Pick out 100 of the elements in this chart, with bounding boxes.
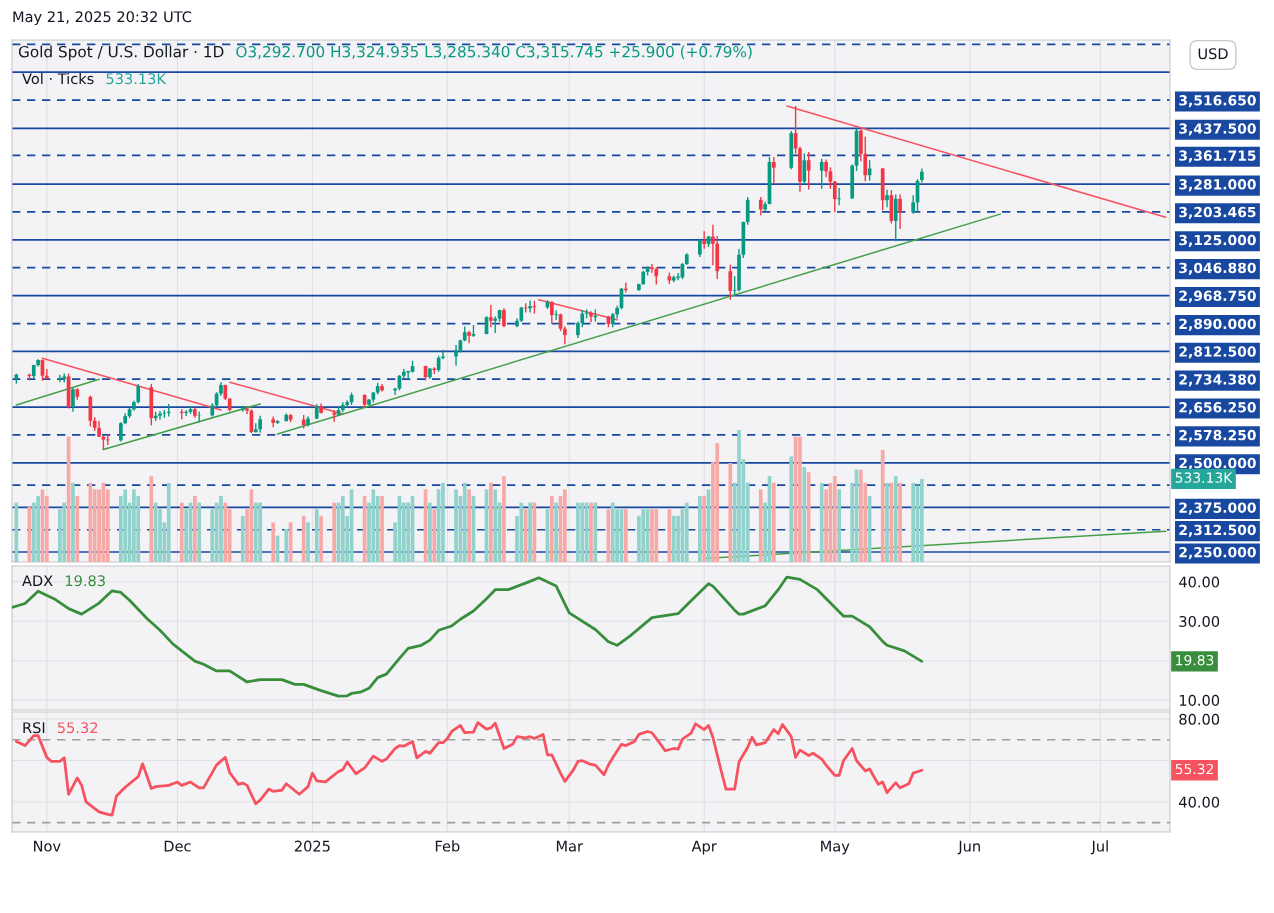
chart-subtitle: 533.13K: [106, 73, 167, 85]
y-tick-label: 2,500.000: [1179, 457, 1256, 471]
y-tick-label: 3,046.880: [1179, 262, 1256, 275]
candlestick: [467, 330, 471, 344]
bar: [332, 502, 336, 562]
candlestick: [528, 299, 532, 314]
bar: [702, 496, 707, 562]
candlestick: [771, 156, 776, 185]
y-tick-label: 30.00: [1179, 615, 1220, 627]
bar: [641, 509, 646, 562]
bar: [240, 515, 245, 562]
x-tick-label: Jun: [957, 840, 980, 855]
text: RSI: [23, 722, 45, 734]
bar: [671, 515, 676, 562]
bar: [576, 502, 580, 562]
candlestick: [71, 387, 75, 413]
y-tick-label: 3,203.465: [1179, 206, 1256, 220]
candlestick: [158, 410, 162, 421]
candlestick: [745, 196, 750, 226]
bar: [911, 482, 915, 562]
bar: [789, 456, 794, 562]
chart-subtitle: O3,292.700 H3,324.935 L3,285.340 C3,315.745 +25.900 (+0.79%): [236, 45, 752, 60]
y-tick-label: 2,734.380: [1179, 374, 1256, 387]
bar: [697, 496, 702, 562]
bar: [549, 496, 554, 562]
text: May 21, 2025 20:32 UTC: [13, 11, 192, 26]
bar: [319, 515, 323, 562]
bar: [284, 529, 289, 562]
y-tick-label: 2,656.250: [1179, 402, 1256, 415]
bar: [454, 489, 458, 562]
candlestick: [589, 310, 593, 323]
y-tick-label: 40.00: [1179, 576, 1220, 588]
bar: [859, 469, 863, 562]
candlestick: [554, 309, 559, 321]
y-tick-label: 10.00: [1179, 694, 1220, 706]
bar: [462, 482, 467, 562]
y-tick-label: 3,281.000: [1179, 179, 1256, 192]
bar: [123, 489, 128, 562]
bar: [341, 496, 345, 562]
candlestick: [802, 152, 807, 185]
candlestick: [885, 189, 889, 209]
text: 55.32: [57, 722, 98, 734]
candlestick: [454, 344, 458, 367]
bar: [192, 496, 197, 562]
text: 19.83: [1176, 654, 1214, 666]
bar: [132, 489, 136, 562]
bar: [528, 502, 532, 562]
bar: [149, 476, 154, 562]
y-axis-title: USD: [1198, 48, 1228, 60]
bar: [728, 463, 733, 562]
bar: [650, 509, 654, 562]
line-series: [12, 575, 924, 698]
bar: [502, 476, 506, 562]
bar: [589, 502, 593, 562]
bar: [258, 502, 262, 562]
bar: [166, 482, 171, 562]
x-tick-label: Dec: [164, 840, 191, 852]
bar: [523, 509, 528, 562]
bar: [802, 466, 807, 562]
bar: [253, 502, 258, 562]
x-tick-label: Nov: [34, 840, 61, 852]
bar: [654, 509, 659, 562]
bar: [610, 502, 615, 562]
candlestick: [832, 180, 837, 214]
candlestick: [332, 409, 336, 423]
candlestick: [184, 409, 188, 417]
bar: [898, 482, 902, 562]
bar: [467, 489, 471, 562]
bar: [179, 502, 184, 562]
text: 533.13K: [1175, 472, 1233, 483]
bar: [441, 482, 445, 562]
bar: [885, 482, 889, 562]
candlestick: [502, 307, 506, 328]
y-tick-label: 2,968.750: [1179, 290, 1256, 303]
text: ADX: [22, 575, 53, 587]
bar: [893, 476, 898, 562]
y-tick-label: 3,125.000: [1179, 234, 1256, 248]
x-tick-label: May: [821, 840, 850, 855]
bar: [684, 502, 689, 562]
bar: [301, 515, 306, 562]
bar: [75, 496, 80, 562]
bar: [306, 522, 310, 562]
bar: [197, 502, 202, 562]
candlestick: [893, 193, 898, 242]
bar: [832, 476, 837, 562]
y-tick-label: 3,437.500: [1179, 123, 1256, 136]
bar: [771, 482, 776, 562]
text: 19.83: [65, 575, 105, 587]
bar: [519, 502, 524, 562]
chart-title: Vol · Ticks: [22, 72, 94, 85]
candlestick: [837, 187, 841, 206]
candlestick: [898, 193, 902, 230]
y-tick-label: 2,578.250: [1179, 429, 1256, 443]
bar: [715, 443, 720, 562]
y-tick-label: 2,890.000: [1179, 318, 1256, 331]
y-tick-label: 2,250.000: [1179, 546, 1256, 560]
y-tick-label: 2,812.500: [1179, 346, 1256, 359]
bar: [62, 502, 67, 562]
bar: [271, 522, 276, 562]
bar: [806, 472, 811, 562]
